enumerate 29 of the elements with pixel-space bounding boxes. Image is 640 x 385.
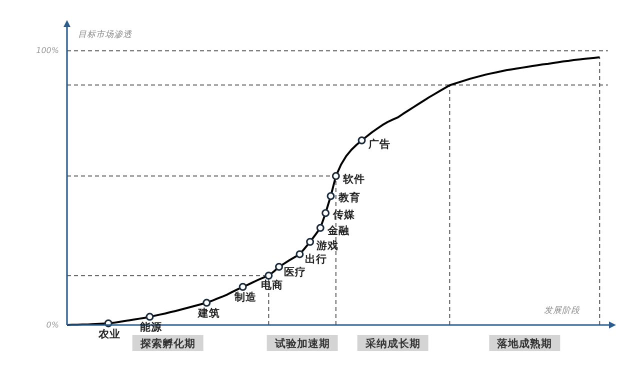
annotation: 传媒 (332, 208, 356, 222)
point (146, 312, 154, 321)
x-axis-title: 发展阶段 (544, 306, 581, 316)
annotation: 制造 (234, 290, 258, 304)
annotation: 出行 (305, 252, 328, 266)
y-tick-label: 100% (36, 46, 59, 56)
annotation: 游戏 (316, 239, 339, 252)
annotation: 软件 (342, 172, 366, 186)
y-tick-label: 0% (46, 320, 59, 330)
text: 农业 (97, 327, 120, 340)
point (358, 136, 366, 144)
point (238, 282, 247, 291)
annotation: 医疗 (284, 266, 306, 279)
point (306, 238, 314, 246)
point (316, 224, 324, 232)
point (264, 272, 273, 280)
annotation: 能源 (140, 320, 164, 334)
annotation: 建筑 (196, 306, 220, 320)
point (202, 298, 211, 307)
point (275, 262, 284, 271)
point (332, 172, 340, 180)
annotation: 广告 (367, 137, 390, 150)
annotation: 金融 (326, 224, 351, 238)
point (326, 192, 335, 200)
point (322, 209, 330, 218)
point (296, 250, 304, 258)
annotation: 电商 (261, 278, 284, 292)
y-axis-title: 目标市场渗透 (78, 29, 133, 40)
annotation: 教育 (337, 190, 360, 204)
